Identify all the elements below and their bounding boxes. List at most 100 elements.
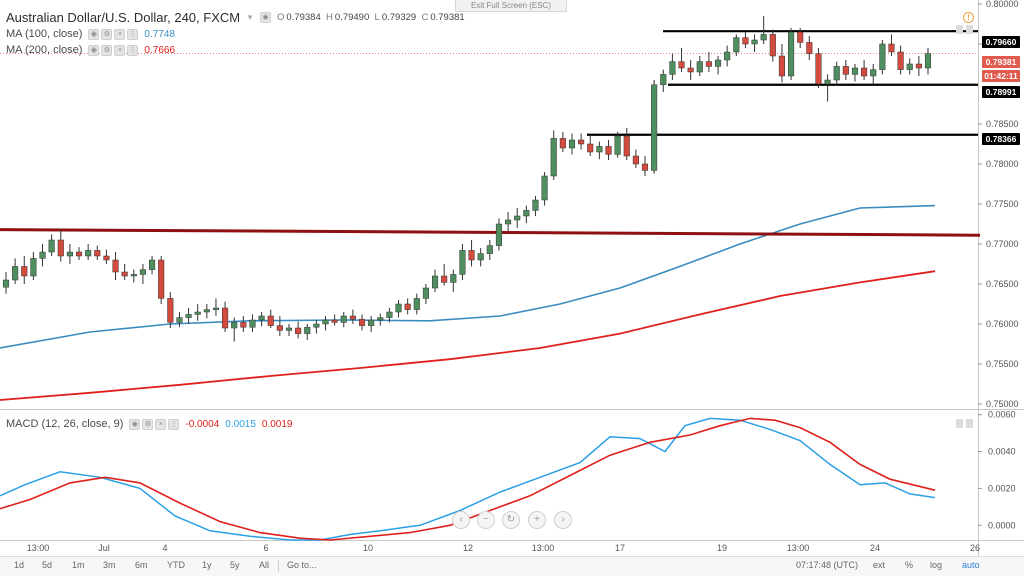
price-axis-label: 0.77000 <box>986 239 1019 249</box>
more-icon[interactable]: ⋮ <box>127 28 139 40</box>
candle-body <box>797 31 804 43</box>
candle-body <box>386 311 393 318</box>
candle <box>167 292 174 328</box>
log-toggle[interactable]: log <box>930 560 943 570</box>
candle <box>705 52 712 72</box>
candle <box>139 264 146 284</box>
candle-body <box>714 59 722 67</box>
ma100-label: MA (100, close) <box>6 28 83 40</box>
candle <box>304 324 311 340</box>
candle <box>112 252 119 280</box>
eye-icon[interactable]: ◉ <box>88 44 100 56</box>
chart-canvas[interactable]: 0.800000.795000.785000.780000.775000.770… <box>0 0 1024 556</box>
candle-body <box>94 250 101 257</box>
candle-body <box>103 255 110 261</box>
settings-icon[interactable]: ⚙ <box>101 44 113 56</box>
candle-body <box>660 74 667 86</box>
candle <box>121 264 128 280</box>
candle <box>915 56 922 76</box>
reset-icon[interactable]: ↻ <box>502 511 520 529</box>
macd-controls: ◉ ⚙ × ⋮ <box>129 418 180 430</box>
candle-body <box>413 298 420 310</box>
candle <box>203 304 210 319</box>
candle-body <box>605 146 612 155</box>
time-axis-label: 13:00 <box>532 543 555 553</box>
range-all[interactable]: All <box>259 560 270 570</box>
percent-toggle[interactable]: % <box>905 560 914 570</box>
more-icon[interactable]: ⋮ <box>168 418 180 430</box>
price-axis-label: 0.75000 <box>986 399 1019 409</box>
legend-macd[interactable]: MACD (12, 26, close, 9) ◉ ⚙ × ⋮ -0.0004 … <box>6 416 292 432</box>
candle-body <box>651 84 658 171</box>
candle-body <box>523 210 530 217</box>
utc-clock[interactable]: 07:17:48 (UTC) <box>796 560 859 570</box>
candle-body <box>358 318 366 326</box>
candle <box>267 309 274 328</box>
time-axis-label: 26 <box>970 543 980 553</box>
settings-icon[interactable]: ⚙ <box>142 418 154 430</box>
price-axis-label: 0.78500 <box>986 119 1019 129</box>
candle-body <box>194 311 201 315</box>
eye-icon[interactable]: ◉ <box>260 11 272 23</box>
scroll-right-icon[interactable]: › <box>554 511 572 529</box>
close-icon[interactable]: × <box>155 418 167 430</box>
range-ytd[interactable]: YTD <box>167 560 185 570</box>
close-icon[interactable]: × <box>114 28 126 40</box>
candle <box>760 16 767 44</box>
macd-pane-minimize-icon[interactable] <box>956 419 963 428</box>
candle <box>514 208 521 228</box>
zoom-in-icon[interactable]: + <box>528 511 546 529</box>
info-icon[interactable]: ! <box>963 12 974 23</box>
pane-maximize-icon[interactable] <box>966 25 973 34</box>
range-5y[interactable]: 5y <box>230 560 240 570</box>
candle <box>851 64 859 82</box>
range-5d[interactable]: 5d <box>42 560 53 570</box>
candle <box>687 60 694 80</box>
candle-body <box>258 315 265 321</box>
candle-body <box>176 317 183 323</box>
goto-button[interactable]: Go to... <box>287 560 317 570</box>
candle <box>623 128 630 160</box>
range-1y[interactable]: 1y <box>202 560 212 570</box>
close-icon[interactable]: × <box>114 44 126 56</box>
symbol-title[interactable]: Australian Dollar/U.S. Dollar, 240, FXCM <box>6 9 241 25</box>
more-icon[interactable]: ⋮ <box>127 44 139 56</box>
eye-icon[interactable]: ◉ <box>88 28 100 40</box>
eye-icon[interactable]: ◉ <box>129 418 141 430</box>
candle-body <box>760 34 767 41</box>
macd-pane-maximize-icon[interactable] <box>966 419 973 428</box>
zoom-out-icon[interactable]: − <box>477 511 495 529</box>
candle-body <box>568 139 576 149</box>
candle <box>587 136 594 156</box>
price-axis-label: 0.77500 <box>986 199 1019 209</box>
macd-axis-label: 0.0040 <box>988 447 1016 457</box>
range-1d[interactable]: 1d <box>14 560 25 570</box>
candle <box>431 269 439 292</box>
candle <box>422 284 429 304</box>
candle <box>486 240 493 260</box>
legend-ma100[interactable]: MA (100, close) ◉ ⚙ × ⋮ 0.7748 <box>6 26 175 42</box>
chevron-down-icon[interactable]: ▼ <box>246 12 255 22</box>
candle-body <box>85 250 92 257</box>
candle <box>21 256 28 284</box>
candle <box>349 309 356 324</box>
exit-fullscreen-button[interactable]: Exit Full Screen (ESC) <box>455 0 567 12</box>
range-6m[interactable]: 6m <box>135 560 148 570</box>
auto-toggle[interactable]: auto <box>962 560 980 570</box>
candle-body <box>30 258 37 277</box>
candle-body <box>879 43 886 70</box>
pane-minimize-icon[interactable] <box>956 25 963 34</box>
candle <box>924 48 932 75</box>
candle-body <box>559 138 566 149</box>
candle-body <box>669 61 676 75</box>
settings-icon[interactable]: ⚙ <box>101 28 113 40</box>
ma100-line <box>0 204 936 349</box>
legend-ma200[interactable]: MA (200, close) ◉ ⚙ × ⋮ 0.7666 <box>6 42 175 58</box>
candle <box>842 60 849 80</box>
scroll-left-icon[interactable]: ‹ <box>452 511 470 529</box>
candle-body <box>596 146 603 153</box>
range-3m[interactable]: 3m <box>103 560 116 570</box>
ext-toggle[interactable]: ext <box>873 560 886 570</box>
candle <box>459 244 466 280</box>
range-1m[interactable]: 1m <box>72 560 85 570</box>
